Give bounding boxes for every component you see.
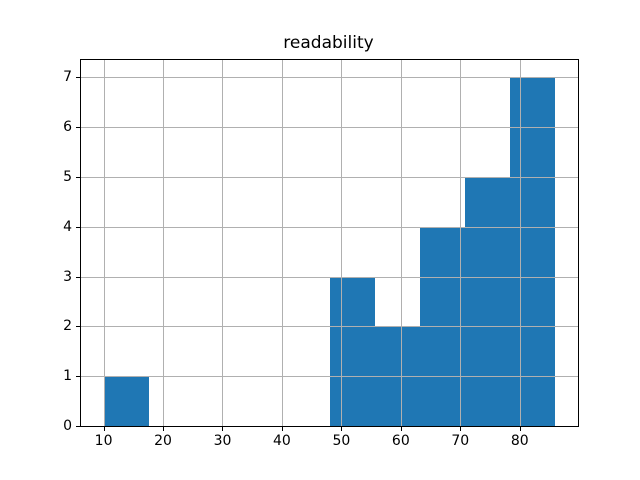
vertical-gridline — [401, 60, 402, 426]
vertical-gridline — [163, 60, 164, 426]
y-tick-label: 0 — [63, 418, 72, 434]
histogram-bar — [329, 276, 375, 426]
horizontal-gridline — [81, 77, 578, 78]
x-tick-label: 60 — [391, 433, 410, 449]
horizontal-gridline — [81, 277, 578, 278]
x-tick-label: 80 — [510, 433, 529, 449]
horizontal-gridline — [81, 227, 578, 228]
vertical-gridline — [341, 60, 342, 426]
vertical-gridline — [460, 60, 461, 426]
y-tick-label: 6 — [63, 119, 72, 136]
x-tick-label: 10 — [94, 433, 113, 449]
chart-title: readability — [283, 33, 374, 53]
x-tick-mark — [222, 427, 223, 431]
horizontal-gridline — [81, 326, 578, 327]
histogram-bar — [510, 77, 556, 426]
x-tick-mark — [104, 427, 105, 431]
histogram-bars — [81, 60, 578, 426]
plot-area — [80, 59, 579, 427]
y-tick-label: 3 — [63, 268, 72, 285]
x-tick-label: 70 — [451, 433, 470, 449]
x-tick-label: 50 — [332, 433, 351, 449]
x-tick-mark — [163, 427, 164, 431]
y-tick-mark — [76, 127, 80, 128]
y-tick-mark — [76, 77, 80, 78]
histogram-bar — [465, 177, 511, 426]
vertical-gridline — [222, 60, 223, 426]
y-tick-label: 1 — [63, 368, 72, 385]
x-tick-mark — [520, 427, 521, 431]
horizontal-gridline — [81, 177, 578, 178]
vertical-gridline — [104, 60, 105, 426]
y-tick-mark — [76, 376, 80, 377]
x-tick-label: 20 — [154, 433, 172, 449]
vertical-gridline — [520, 60, 521, 426]
x-tick-label: 30 — [213, 433, 232, 449]
gridlines — [81, 60, 578, 426]
x-tick-mark — [282, 427, 283, 431]
y-tick-label: 5 — [63, 169, 72, 186]
horizontal-gridline — [81, 376, 578, 377]
y-tick-label: 2 — [63, 318, 72, 335]
y-tick-mark — [76, 227, 80, 228]
y-tick-label: 4 — [63, 218, 72, 235]
y-tick-mark — [76, 277, 80, 278]
y-tick-mark — [76, 326, 80, 327]
y-tick-mark — [76, 426, 80, 427]
x-tick-mark — [341, 427, 342, 431]
histogram-bar — [103, 376, 149, 426]
x-tick-mark — [460, 427, 461, 431]
y-tick-mark — [76, 177, 80, 178]
y-tick-label: 7 — [63, 69, 72, 86]
x-tick-mark — [401, 427, 402, 431]
x-tick-label: 40 — [273, 433, 291, 449]
horizontal-gridline — [81, 127, 578, 128]
vertical-gridline — [282, 60, 283, 426]
